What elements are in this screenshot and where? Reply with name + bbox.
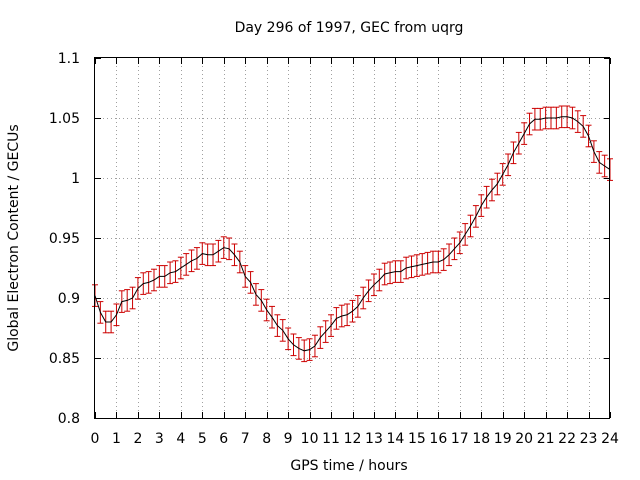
grid-layer [95,58,610,418]
x-tick-label: 17 [451,431,469,447]
x-tick-label: 16 [429,431,447,447]
y-tick-label: 0.85 [49,351,80,367]
x-tick-label: 23 [580,431,598,447]
y-tick-label: 0.95 [49,231,80,247]
x-tick-label: 19 [494,431,512,447]
x-tick-label: 0 [91,431,100,447]
series-line [94,116,611,352]
plot-frame [94,57,610,419]
chart-title: Day 296 of 1997, GEC from uqrg [235,20,464,36]
x-tick-label: 1 [112,431,121,447]
x-tick-label: 24 [601,431,619,447]
x-tick-label: 20 [515,431,533,447]
y-tick-label: 0.9 [58,291,80,307]
x-tick-label: 13 [365,431,383,447]
y-axis-label: Global Electron Content / GECUs [6,124,22,351]
x-tick-label: 15 [408,431,426,447]
x-tick-label: 7 [241,431,250,447]
x-tick-label: 9 [284,431,293,447]
x-tick-label: 2 [133,431,142,447]
y-tick-label: 1.1 [58,51,80,67]
x-tick-label: 12 [344,431,362,447]
y-tick-label: 1 [71,171,80,187]
x-tick-label: 22 [558,431,576,447]
x-tick-label: 6 [219,431,228,447]
tick-layer: 0 1 2 3 4 5 6 7 8 9 10 11 12 13 14 15 16 17 18 19 20 21 22 23 24… [49,51,619,447]
x-axis-label: GPS time / hours [290,458,407,474]
x-tick-label: 4 [176,431,185,447]
error-bars [92,105,613,363]
x-tick-label: 14 [387,431,405,447]
x-tick-label: 21 [537,431,555,447]
x-tick-label: 10 [301,431,319,447]
x-tick-label: 8 [262,431,271,447]
x-tick-label: 11 [322,431,340,447]
x-tick-label: 5 [198,431,207,447]
x-tick-label: 3 [155,431,164,447]
x-tick-label: 18 [472,431,490,447]
y-tick-label: 1.05 [49,111,80,127]
y-tick-label: 0.8 [58,411,80,427]
